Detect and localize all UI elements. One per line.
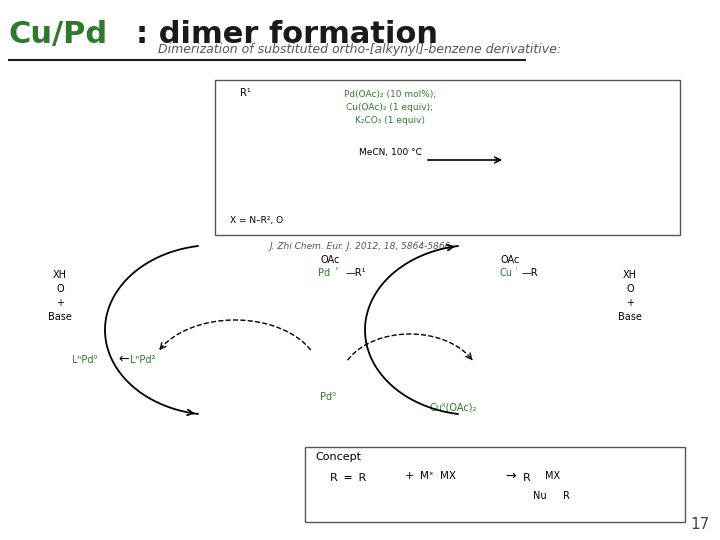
Text: Cu/Pd: Cu/Pd xyxy=(8,20,107,49)
Text: +: + xyxy=(405,471,415,481)
Text: Cuᴵᴵ(OAc)₂: Cuᴵᴵ(OAc)₂ xyxy=(430,402,477,412)
Text: —R: —R xyxy=(522,268,539,278)
Text: R¹: R¹ xyxy=(240,88,251,98)
Text: R: R xyxy=(563,491,570,501)
Text: XH
O
+
Base: XH O + Base xyxy=(618,270,642,322)
Text: XH
O
+
Base: XH O + Base xyxy=(48,270,72,322)
Text: : dimer formation: : dimer formation xyxy=(136,20,438,49)
Text: ᴵᴵ: ᴵᴵ xyxy=(336,266,338,275)
Text: OAc: OAc xyxy=(500,255,520,265)
Text: R: R xyxy=(523,473,531,483)
Text: J. Zhi Chem. Eur. J. 2012, 18, 5864-5866: J. Zhi Chem. Eur. J. 2012, 18, 5864-5866 xyxy=(269,242,451,251)
Text: →: → xyxy=(505,470,516,483)
Text: X = N–R², O: X = N–R², O xyxy=(230,216,283,225)
Bar xyxy=(215,80,680,235)
Text: —R¹: —R¹ xyxy=(346,268,366,278)
Text: ←: ← xyxy=(118,353,128,366)
Text: Cu: Cu xyxy=(499,268,512,278)
Text: Mˣ  MX: Mˣ MX xyxy=(420,471,456,481)
Text: LⁿPd⁰: LⁿPd⁰ xyxy=(72,355,97,365)
Text: Concept: Concept xyxy=(315,452,361,462)
Text: R  ═  R: R ═ R xyxy=(330,473,366,483)
Text: Pd: Pd xyxy=(318,268,330,278)
Text: OAc: OAc xyxy=(320,255,340,265)
Text: MX: MX xyxy=(545,471,560,481)
Text: Pd(OAc)₂ (10 mol%);
Cu(OAc)₂ (1 equiv);
K₂CO₃ (1 equiv): Pd(OAc)₂ (10 mol%); Cu(OAc)₂ (1 equiv); … xyxy=(344,90,436,125)
Text: Dimerization of substituted ortho-[alkynyl]-benzene derivatitive:: Dimerization of substituted ortho-[alkyn… xyxy=(158,43,562,56)
Text: ᴵ: ᴵ xyxy=(515,266,516,275)
Text: LⁿPd²: LⁿPd² xyxy=(130,355,156,365)
Text: 17: 17 xyxy=(690,517,710,532)
Text: Nu: Nu xyxy=(533,491,546,501)
Text: MeCN, 100 °C: MeCN, 100 °C xyxy=(359,148,421,157)
Text: Pd⁰: Pd⁰ xyxy=(320,392,336,402)
Bar xyxy=(305,447,685,522)
